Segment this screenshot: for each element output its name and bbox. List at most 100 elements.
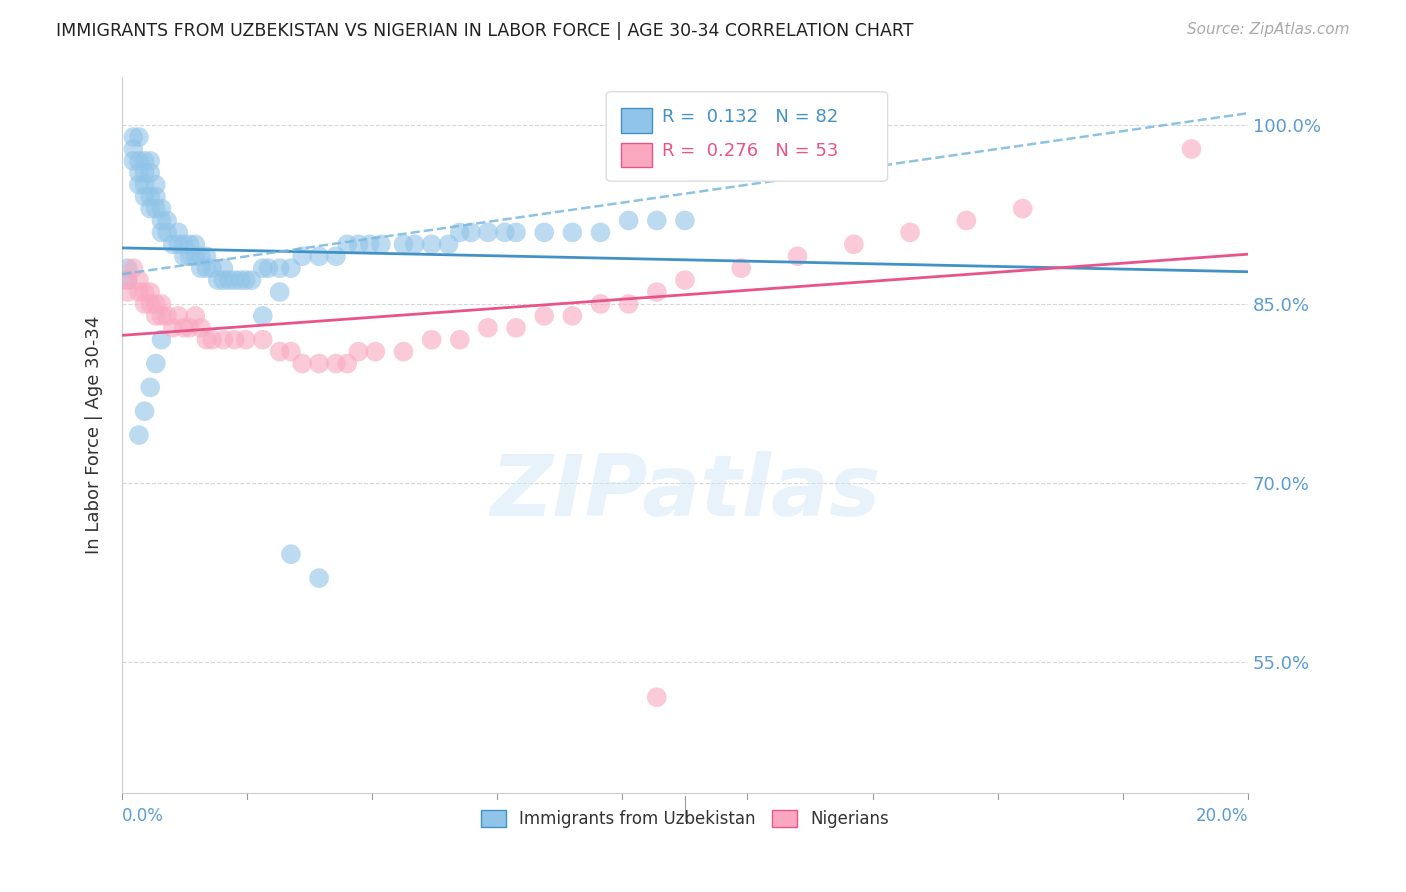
Point [460, 226, 482, 240]
Text: IMMIGRANTS FROM UZBEKISTAN VS NIGERIAN IN LABOR FORCE | AGE 30-34 CORRELATION CH: IMMIGRANTS FROM UZBEKISTAN VS NIGERIAN I… [56, 22, 914, 40]
Point [392, 237, 415, 252]
Point [184, 249, 207, 263]
Text: R =  0.276   N = 53: R = 0.276 N = 53 [662, 142, 839, 160]
Point [561, 309, 583, 323]
Point [117, 273, 139, 287]
Point [139, 297, 162, 311]
Point [359, 237, 381, 252]
Point [195, 249, 218, 263]
Point [252, 261, 274, 276]
Point [252, 309, 274, 323]
Point [139, 166, 162, 180]
FancyBboxPatch shape [606, 92, 887, 181]
Point [437, 237, 460, 252]
Point [364, 344, 387, 359]
Point [167, 309, 190, 323]
Point [257, 261, 280, 276]
Point [150, 213, 173, 227]
Point [505, 320, 527, 334]
Point [252, 333, 274, 347]
Point [280, 547, 302, 561]
Point [156, 226, 179, 240]
Point [134, 297, 156, 311]
Point [122, 261, 145, 276]
Point [139, 202, 162, 216]
Point [134, 404, 156, 418]
Point [449, 226, 471, 240]
Point [139, 285, 162, 299]
Point [420, 333, 443, 347]
Point [347, 237, 370, 252]
Point [128, 273, 150, 287]
Point [224, 333, 246, 347]
Point [218, 273, 240, 287]
Point [229, 273, 252, 287]
Point [308, 249, 330, 263]
Point [589, 297, 612, 311]
Point [730, 261, 752, 276]
Point [190, 320, 212, 334]
Point [235, 333, 257, 347]
Point [145, 202, 167, 216]
Point [195, 333, 218, 347]
Point [617, 213, 640, 227]
Y-axis label: In Labor Force | Age 30-34: In Labor Force | Age 30-34 [86, 316, 103, 554]
Point [1180, 142, 1202, 156]
Point [122, 130, 145, 145]
Point [195, 261, 218, 276]
Point [212, 333, 235, 347]
Point [505, 226, 527, 240]
Point [173, 249, 195, 263]
Point [201, 333, 224, 347]
Legend: Immigrants from Uzbekistan, Nigerians: Immigrants from Uzbekistan, Nigerians [474, 803, 896, 834]
Point [179, 237, 201, 252]
Point [156, 213, 179, 227]
Point [167, 237, 190, 252]
Point [494, 226, 516, 240]
Point [617, 297, 640, 311]
Point [145, 297, 167, 311]
Point [786, 249, 808, 263]
Point [139, 380, 162, 394]
Text: R =  0.132   N = 82: R = 0.132 N = 82 [662, 108, 838, 126]
Text: 0.0%: 0.0% [122, 807, 165, 825]
Point [134, 285, 156, 299]
Point [533, 226, 555, 240]
Point [150, 202, 173, 216]
Point [533, 309, 555, 323]
Bar [621, 143, 652, 167]
Point [128, 428, 150, 442]
Point [645, 285, 668, 299]
Point [145, 357, 167, 371]
Point [212, 273, 235, 287]
Point [162, 237, 184, 252]
Point [128, 178, 150, 192]
Point [449, 333, 471, 347]
Point [167, 226, 190, 240]
Text: 20.0%: 20.0% [1195, 807, 1249, 825]
Point [269, 344, 291, 359]
Point [420, 237, 443, 252]
Point [134, 189, 156, 203]
Point [173, 237, 195, 252]
Point [134, 178, 156, 192]
Text: ZIPatlas: ZIPatlas [489, 450, 880, 533]
Point [280, 261, 302, 276]
Point [336, 237, 359, 252]
Point [145, 309, 167, 323]
Point [224, 273, 246, 287]
Point [162, 320, 184, 334]
Point [145, 189, 167, 203]
Point [347, 344, 370, 359]
Point [645, 690, 668, 705]
Point [308, 571, 330, 585]
Point [235, 273, 257, 287]
Point [201, 261, 224, 276]
Point [179, 249, 201, 263]
Text: Source: ZipAtlas.com: Source: ZipAtlas.com [1187, 22, 1350, 37]
Point [128, 166, 150, 180]
Point [404, 237, 426, 252]
Point [336, 357, 359, 371]
Point [117, 261, 139, 276]
Point [280, 344, 302, 359]
